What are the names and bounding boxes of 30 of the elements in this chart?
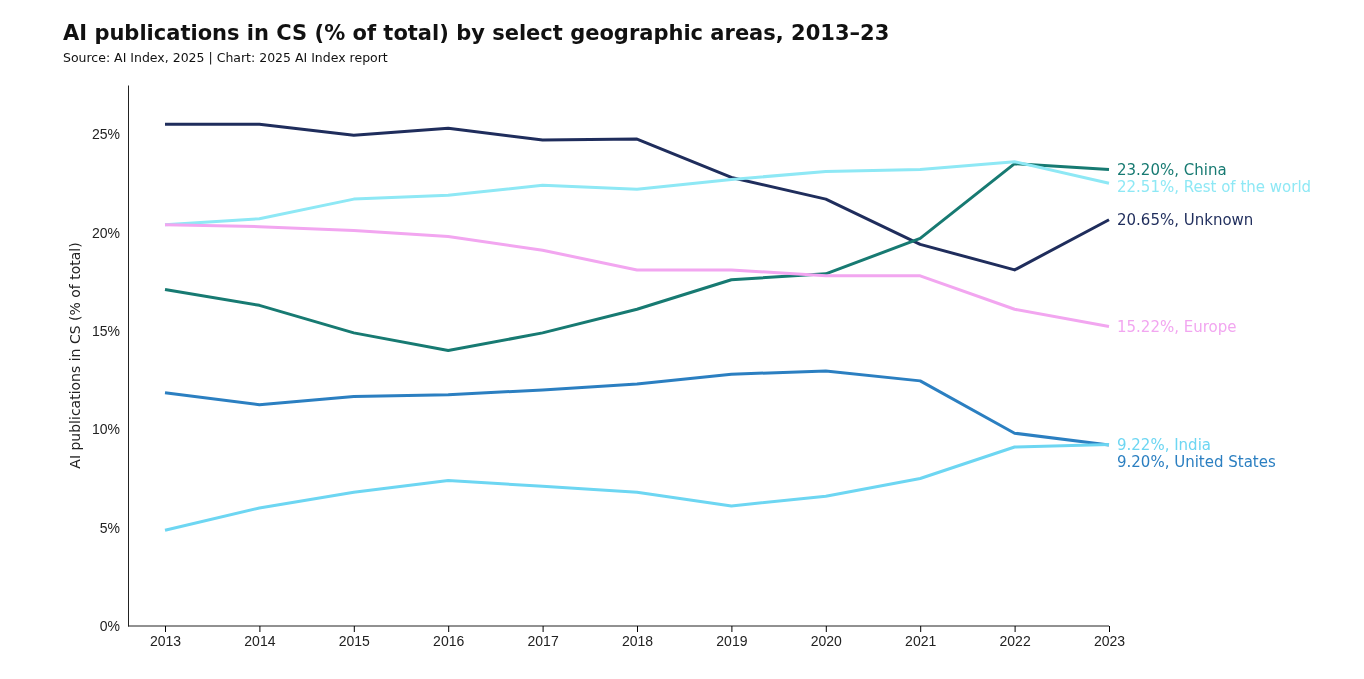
x-tick-label: 2013 bbox=[149, 632, 182, 649]
x-tick-label: 2018 bbox=[621, 632, 654, 649]
x-tick-label: 2021 bbox=[905, 632, 937, 649]
y-tick-label: 15% bbox=[91, 322, 120, 339]
x-tick-label: 2015 bbox=[338, 632, 371, 649]
x-tick-label: 2019 bbox=[716, 632, 748, 649]
text: 9.20%, United States bbox=[1117, 452, 1276, 471]
x-tick-label: 2022 bbox=[999, 632, 1031, 649]
line-series bbox=[163, 122, 1111, 272]
line-series bbox=[163, 162, 1111, 353]
text: 15.22%, Europe bbox=[1117, 317, 1237, 336]
y-tick-label: 0% bbox=[99, 617, 120, 634]
y-tick-label: 20% bbox=[91, 224, 120, 241]
x-tick-label: 2020 bbox=[810, 632, 843, 649]
text: 20.65%, Unknown bbox=[1117, 211, 1254, 230]
chart-title: AI publications in CS (% of total) by select geographic areas, 2013–23 bbox=[63, 21, 890, 45]
y-tick-label: 10% bbox=[91, 421, 120, 438]
chart-subtitle: Source: AI Index, 2025 | Chart: 2025 AI Index report bbox=[63, 50, 388, 65]
text: 22.51%, Rest of the world bbox=[1117, 177, 1312, 196]
x-tick-label: 2017 bbox=[527, 632, 559, 649]
y-tick-label: 25% bbox=[91, 126, 120, 143]
text: 23.20%, China bbox=[1117, 160, 1227, 179]
line-series bbox=[163, 223, 1111, 329]
x-tick-label: 2016 bbox=[433, 632, 465, 649]
text: 9.22%, India bbox=[1117, 435, 1211, 454]
line-series bbox=[163, 443, 1111, 532]
y-tick-label: 5% bbox=[99, 519, 120, 536]
x-tick-label: 2023 bbox=[1093, 632, 1126, 649]
y-axis-title: AI publications in CS (% of total) bbox=[67, 242, 83, 469]
x-tick-label: 2014 bbox=[244, 632, 276, 649]
